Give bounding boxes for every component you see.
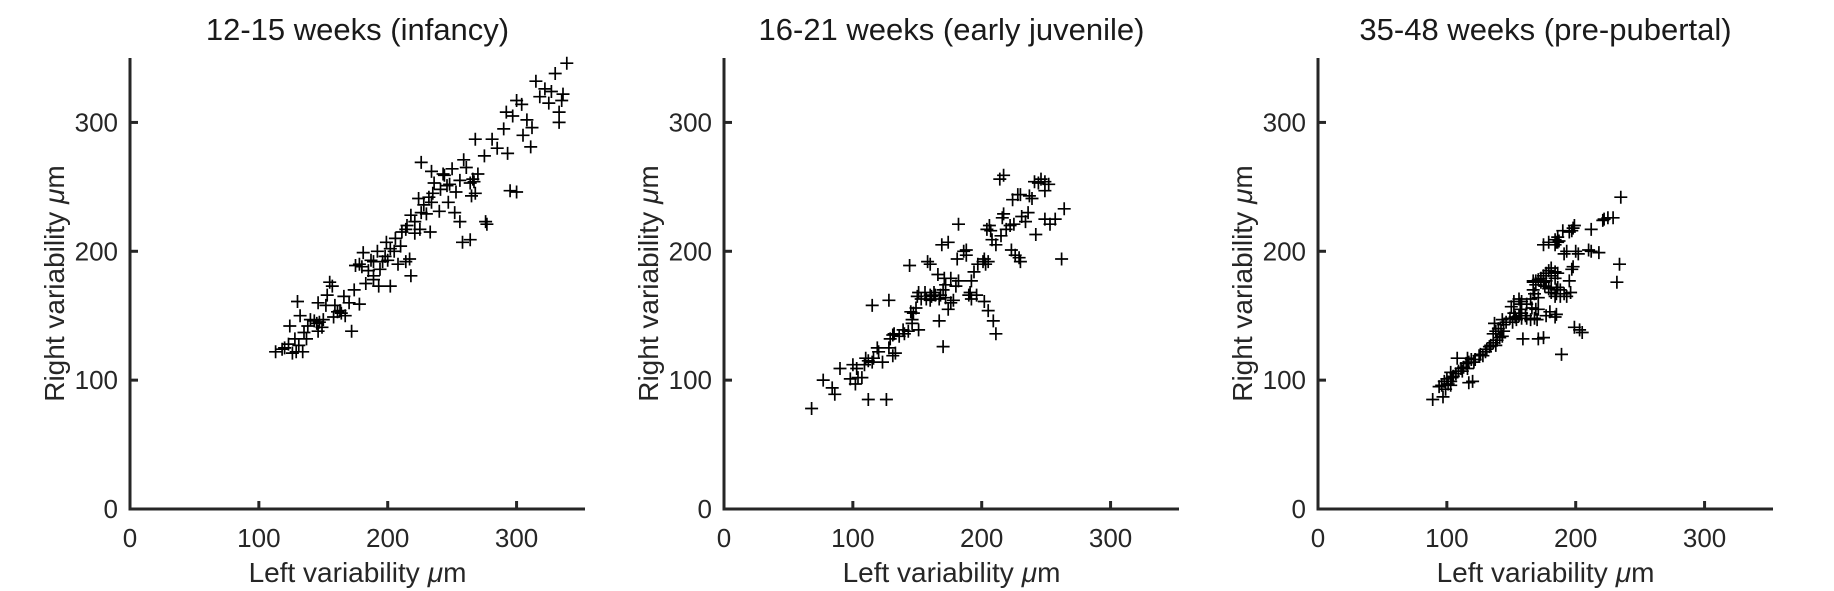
y-tick-marks [130,120,138,382]
panel-title: 35-48 weeks (pre-pubertal) [1359,12,1731,47]
x-tick-label: 300 [495,523,538,553]
y-tick-marks [1318,120,1326,382]
x-tick-marks [257,501,519,509]
x-axis-label: Left variability μm [1437,557,1655,588]
scatter-points [805,168,1071,415]
x-tick-label: 200 [1554,523,1597,553]
x-tick-labels: 0 100 200 300 [717,523,1133,553]
x-tick-label: 200 [366,523,409,553]
axes-lines [722,58,1179,511]
x-tick-label: 100 [1425,523,1468,553]
y-tick-label: 300 [1263,107,1306,137]
y-tick-label: 100 [669,365,712,395]
y-tick-label: 0 [104,494,118,524]
x-tick-labels: 0 100 200 300 [1311,523,1727,553]
x-axis-label: Left variability μm [843,557,1061,588]
y-tick-marks [724,120,732,382]
y-tick-label: 200 [1263,236,1306,266]
y-tick-label: 100 [1263,365,1306,395]
panel-pre-pubertal: 0 100 200 300 0 100 200 300 35-48 weeks (pre-p… [1222,0,1833,591]
axes-lines [1316,58,1773,511]
panel-title: 12-15 weeks (infancy) [206,12,509,47]
y-tick-label: 100 [75,365,118,395]
x-axis-label: Left variability μm [249,557,467,588]
x-tick-label: 300 [1683,523,1726,553]
x-tick-label: 0 [717,523,731,553]
x-tick-label: 300 [1089,523,1132,553]
y-tick-labels: 0 100 200 300 [75,107,118,524]
y-tick-label: 200 [75,236,118,266]
scatter-plot-pre-pubertal: 0 100 200 300 0 100 200 300 35-48 weeks (pre-p… [1227,12,1773,588]
y-tick-labels: 0 100 200 300 [669,107,712,524]
panel-early-juvenile: 0 100 200 300 0 100 200 300 16-21 weeks (early… [611,0,1222,591]
x-tick-labels: 0 100 200 300 [123,523,539,553]
y-tick-label: 200 [669,236,712,266]
x-tick-marks [851,501,1113,509]
y-tick-labels: 0 100 200 300 [1263,107,1306,524]
x-tick-label: 100 [237,523,280,553]
panel-title: 16-21 weeks (early juvenile) [759,12,1145,47]
panel-infancy: 0 100 200 300 0 100 200 300 12-15 weeks (infan… [0,0,611,591]
x-tick-label: 0 [123,523,137,553]
x-tick-marks [1445,501,1707,509]
y-axis-label: Right variabilityμm [39,165,70,402]
y-tick-label: 0 [698,494,712,524]
axes-lines [128,58,585,511]
y-tick-label: 300 [669,107,712,137]
x-tick-label: 200 [960,523,1003,553]
y-tick-label: 300 [75,107,118,137]
scatter-plot-infancy: 0 100 200 300 0 100 200 300 12-15 weeks (infan… [39,12,585,588]
x-tick-label: 100 [831,523,874,553]
scatter-plot-early-juvenile: 0 100 200 300 0 100 200 300 16-21 weeks (early… [633,12,1179,588]
y-tick-label: 0 [1292,494,1306,524]
scatter-points [1426,190,1628,406]
y-axis-label: Right variabilityμm [1227,165,1258,402]
x-tick-label: 0 [1311,523,1325,553]
scatter-points [269,56,574,360]
y-axis-label: Right variabilityμm [633,165,664,402]
